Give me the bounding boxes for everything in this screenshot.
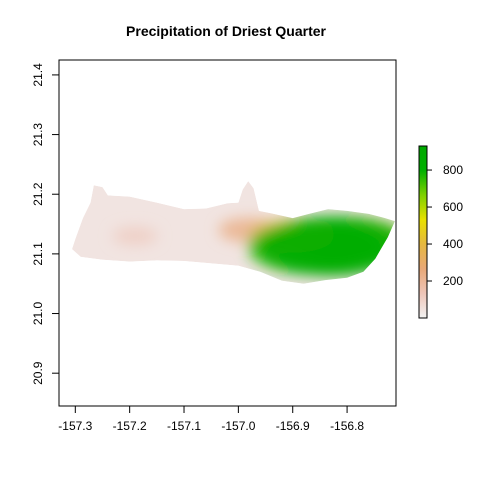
legend-tick-label: 800	[443, 163, 463, 177]
y-axis: 20.9 21.0 21.1 21.2 21.3 21.4	[31, 63, 60, 385]
y-tick-label: 21.0	[31, 301, 45, 325]
y-tick-label: 21.3	[31, 123, 45, 147]
y-tick-label: 21.2	[31, 182, 45, 206]
map-title: Precipitation of Driest Quarter	[126, 23, 326, 39]
color-legend: 200 400 600 800	[418, 145, 463, 319]
precip-hotspot	[112, 227, 158, 245]
x-tick-label: -157.2	[113, 419, 147, 433]
legend-tick-label: 600	[443, 200, 463, 214]
precipitation-raster	[72, 181, 395, 284]
x-tick-label: -156.8	[330, 419, 364, 433]
x-axis: -157.3 -157.2 -157.1 -157.0 -156.9 -156.8	[58, 405, 364, 433]
x-tick-label: -157.0	[221, 419, 255, 433]
y-tick-label: 21.1	[31, 242, 45, 266]
y-tick-label: 20.9	[31, 361, 45, 385]
y-tick-label: 21.4	[31, 63, 45, 87]
x-tick-label: -156.9	[276, 419, 310, 433]
legend-color-bar	[418, 145, 428, 319]
x-tick-label: -157.3	[58, 419, 92, 433]
precip-hotspot	[258, 216, 395, 277]
x-tick-label: -157.1	[167, 419, 201, 433]
legend-tick-label: 400	[443, 237, 463, 251]
legend-tick-label: 200	[443, 274, 463, 288]
